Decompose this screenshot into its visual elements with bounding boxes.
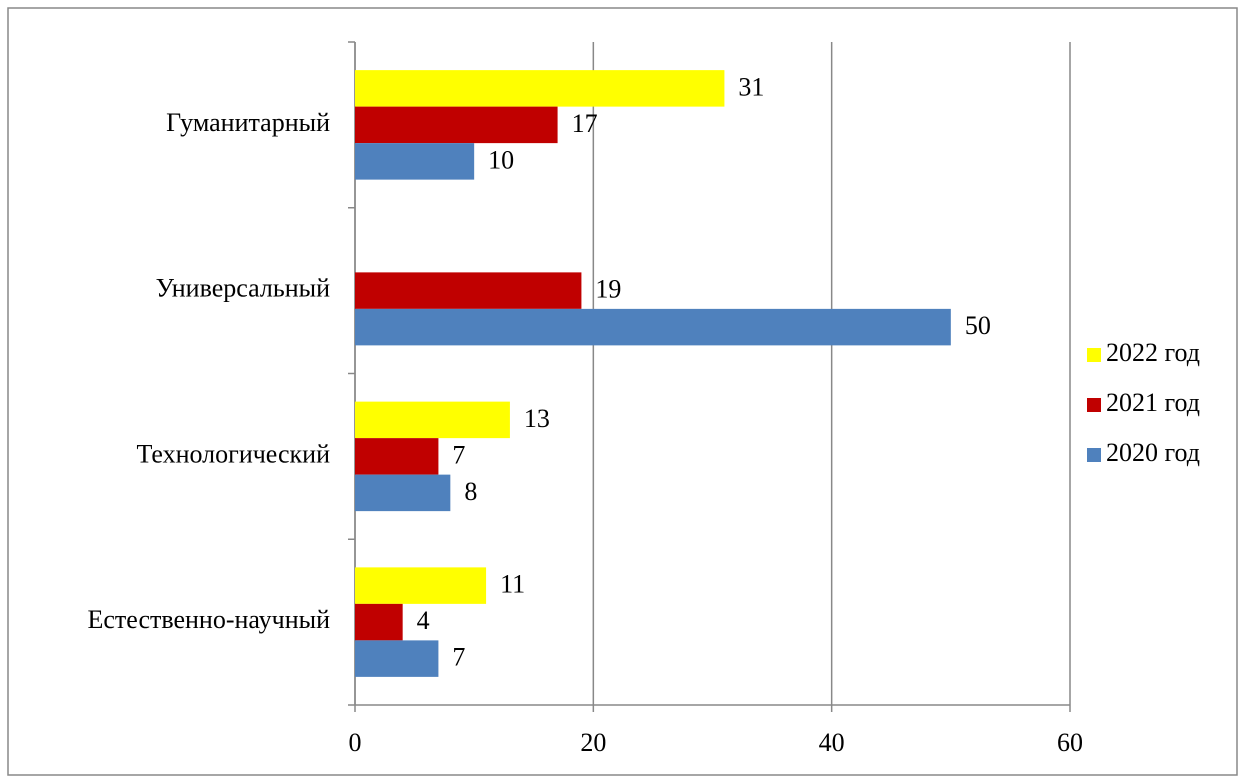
bar <box>355 106 558 144</box>
data-label: 13 <box>524 404 550 433</box>
y-tick-label: Универсальный <box>156 274 330 303</box>
x-tick-label: 60 <box>1057 728 1083 757</box>
bar <box>355 70 725 107</box>
y-tick-label: Технологический <box>137 439 331 468</box>
bar <box>355 401 510 439</box>
legend-label: 2021 год <box>1106 388 1200 417</box>
data-label: 11 <box>500 570 525 599</box>
data-label: 31 <box>738 72 764 101</box>
x-tick-label: 40 <box>819 728 845 757</box>
bar <box>355 640 439 677</box>
data-label: 7 <box>452 440 465 469</box>
data-label: 10 <box>488 145 514 174</box>
bar <box>355 308 951 346</box>
data-label: 7 <box>452 643 465 672</box>
data-label: 50 <box>965 311 991 340</box>
y-tick-label: Гуманитарный <box>166 108 330 137</box>
bar <box>355 438 439 475</box>
chart-frame <box>7 7 1238 776</box>
x-tick-label: 0 <box>349 728 362 757</box>
data-label: 17 <box>572 109 598 138</box>
bar <box>355 143 475 180</box>
y-tick-label: Естественно-научный <box>87 605 330 634</box>
bar <box>355 474 451 512</box>
legend-swatch <box>1087 448 1101 462</box>
x-tick-label: 20 <box>580 728 606 757</box>
legend-label: 2022 год <box>1106 338 1200 367</box>
bar <box>355 603 403 641</box>
data-label: 19 <box>595 275 621 304</box>
legend-swatch <box>1087 398 1101 412</box>
data-label: 8 <box>464 477 477 506</box>
data-label: 4 <box>417 606 430 635</box>
legend-label: 2020 год <box>1106 438 1200 467</box>
bar <box>355 567 487 604</box>
legend-swatch <box>1087 348 1101 362</box>
bar <box>355 272 582 309</box>
